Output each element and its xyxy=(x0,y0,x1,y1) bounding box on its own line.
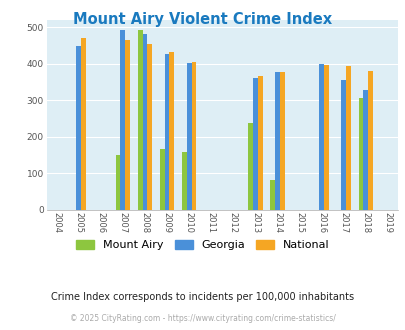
Bar xyxy=(147,44,152,210)
Bar xyxy=(81,38,86,210)
Bar xyxy=(323,65,328,210)
Bar xyxy=(367,71,372,210)
Text: Crime Index corresponds to incidents per 100,000 inhabitants: Crime Index corresponds to incidents per… xyxy=(51,292,354,302)
Bar xyxy=(76,46,81,210)
Bar xyxy=(358,98,362,210)
Bar xyxy=(275,72,279,210)
Legend: Mount Airy, Georgia, National: Mount Airy, Georgia, National xyxy=(76,240,329,250)
Bar xyxy=(164,54,169,210)
Bar xyxy=(257,76,262,210)
Bar xyxy=(160,149,164,210)
Bar xyxy=(115,155,120,210)
Bar xyxy=(318,64,323,210)
Bar xyxy=(181,152,186,210)
Bar xyxy=(169,52,174,210)
Bar xyxy=(125,40,130,210)
Bar xyxy=(191,62,196,210)
Bar xyxy=(345,66,350,210)
Bar xyxy=(270,181,275,210)
Text: Mount Airy Violent Crime Index: Mount Airy Violent Crime Index xyxy=(73,12,332,26)
Bar xyxy=(137,30,142,210)
Bar xyxy=(279,72,284,210)
Bar xyxy=(252,78,257,210)
Bar xyxy=(186,63,191,210)
Bar xyxy=(341,81,345,210)
Text: © 2025 CityRating.com - https://www.cityrating.com/crime-statistics/: © 2025 CityRating.com - https://www.city… xyxy=(70,314,335,323)
Bar xyxy=(142,34,147,210)
Bar xyxy=(362,90,367,210)
Bar xyxy=(120,30,125,210)
Bar xyxy=(247,123,252,210)
